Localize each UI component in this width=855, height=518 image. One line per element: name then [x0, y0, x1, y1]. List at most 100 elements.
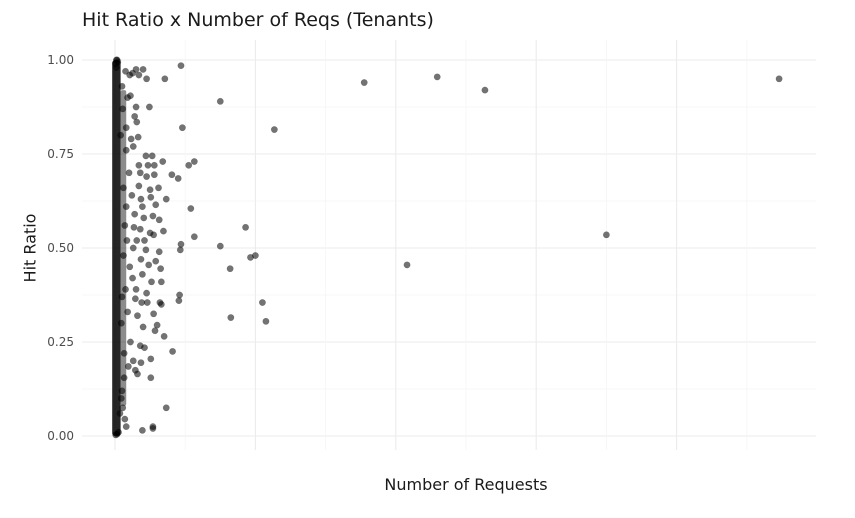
data-point — [135, 182, 143, 190]
data-point — [133, 118, 141, 126]
data-points — [112, 56, 783, 439]
data-point — [139, 65, 147, 73]
data-point — [133, 237, 141, 244]
data-point — [129, 143, 137, 150]
data-point — [168, 171, 176, 179]
data-point — [150, 161, 158, 169]
data-point — [187, 205, 195, 212]
data-point — [152, 201, 160, 209]
data-point — [147, 355, 155, 363]
data-point — [137, 195, 145, 203]
data-point — [118, 387, 126, 395]
data-point — [157, 278, 165, 286]
data-point — [141, 237, 148, 244]
data-point — [270, 126, 278, 134]
data-point — [122, 146, 130, 154]
data-point — [134, 133, 142, 141]
data-point — [150, 231, 158, 239]
data-point — [602, 231, 610, 239]
data-point — [112, 64, 120, 71]
data-point — [226, 265, 234, 273]
data-point — [155, 184, 162, 192]
data-point — [128, 191, 136, 199]
data-point — [136, 225, 144, 233]
data-point — [150, 171, 158, 179]
data-point — [242, 223, 250, 231]
data-point — [152, 257, 160, 265]
data-point — [162, 404, 170, 412]
data-point — [116, 409, 124, 417]
data-point — [135, 161, 143, 169]
data-point — [129, 69, 137, 77]
data-point — [159, 227, 167, 235]
data-point — [143, 299, 151, 306]
data-point — [112, 431, 120, 439]
data-point — [174, 174, 182, 182]
data-point — [137, 359, 145, 367]
data-point — [176, 246, 184, 254]
data-point — [162, 195, 170, 203]
data-point — [142, 246, 150, 254]
data-point — [121, 415, 129, 423]
data-point — [129, 357, 137, 365]
data-point — [145, 103, 153, 111]
data-point — [161, 75, 169, 83]
data-point — [151, 327, 159, 335]
data-point — [120, 374, 128, 382]
chart-title: Hit Ratio x Number of Reqs (Tenants) — [82, 9, 434, 31]
data-point — [176, 291, 184, 299]
data-point — [126, 338, 134, 346]
data-point — [169, 347, 177, 355]
data-point — [121, 221, 129, 229]
data-point — [131, 210, 139, 218]
data-point — [159, 158, 167, 165]
data-point — [132, 103, 140, 111]
data-point — [144, 161, 152, 169]
data-point — [126, 263, 134, 271]
data-point — [148, 152, 156, 160]
data-point — [125, 169, 133, 177]
data-point — [433, 73, 441, 81]
data-point — [147, 374, 155, 382]
data-point — [155, 248, 163, 256]
data-point — [142, 152, 150, 160]
data-point — [137, 255, 145, 263]
data-point — [126, 92, 134, 100]
data-point — [138, 426, 146, 434]
y-tick-label: 0.00 — [47, 429, 74, 443]
data-point — [138, 270, 146, 278]
data-point — [118, 82, 126, 90]
data-point — [216, 242, 224, 250]
data-point — [136, 169, 144, 177]
y-tick-labels: 0.00 0.25 0.50 0.75 1.00 — [47, 53, 74, 443]
data-point — [117, 131, 125, 139]
data-point — [130, 223, 138, 231]
data-point — [122, 423, 130, 431]
data-point — [403, 261, 411, 269]
data-point — [251, 252, 259, 259]
data-point — [143, 289, 151, 297]
data-point — [155, 216, 163, 224]
data-point — [123, 237, 131, 244]
data-point — [118, 293, 126, 301]
dense-point-cluster-halo — [120, 90, 127, 406]
data-point — [147, 193, 155, 201]
data-point — [150, 310, 158, 318]
data-point — [145, 261, 153, 269]
data-point — [481, 86, 489, 94]
data-point — [143, 75, 151, 83]
dense-point-cluster — [112, 60, 121, 436]
data-point — [175, 297, 183, 305]
data-point — [146, 186, 154, 194]
data-point — [149, 423, 157, 431]
data-point — [360, 79, 368, 87]
data-point — [143, 173, 151, 181]
data-point — [122, 124, 130, 132]
data-point — [140, 214, 148, 222]
data-point — [262, 317, 270, 325]
data-point — [227, 314, 235, 322]
data-point — [135, 71, 143, 79]
data-point — [141, 344, 148, 352]
data-point — [177, 62, 185, 70]
